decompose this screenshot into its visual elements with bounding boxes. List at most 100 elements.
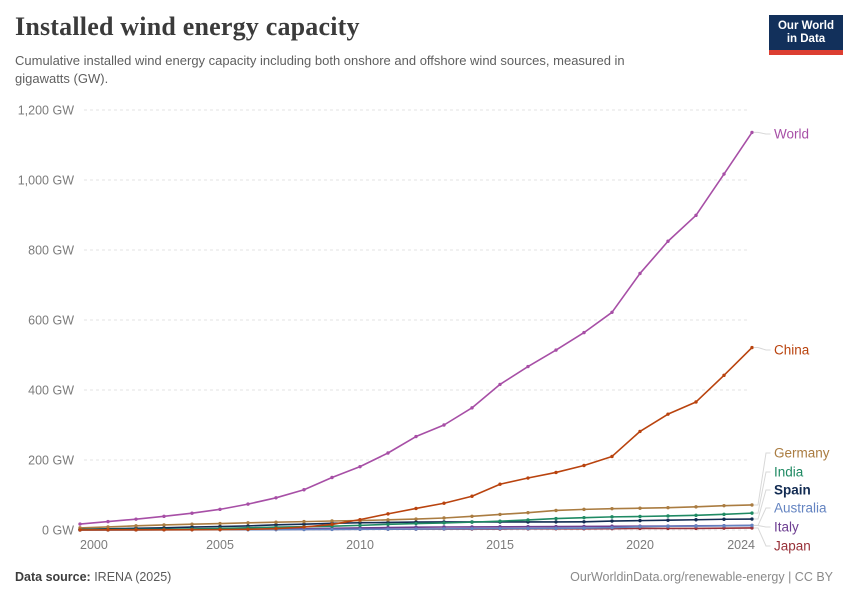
data-point-china-2017[interactable] bbox=[554, 470, 558, 475]
data-point-world-2011[interactable] bbox=[386, 451, 390, 455]
data-point-germany-2015[interactable] bbox=[498, 512, 502, 517]
data-point-germany-2014[interactable] bbox=[470, 514, 474, 518]
data-point-australia-2011[interactable] bbox=[386, 527, 390, 531]
data-point-world-2015[interactable] bbox=[498, 382, 502, 387]
data-point-india-2020[interactable] bbox=[638, 514, 642, 519]
data-point-germany-2018[interactable] bbox=[582, 507, 586, 512]
data-point-world-2024[interactable] bbox=[750, 130, 754, 135]
data-point-world-2006[interactable] bbox=[246, 502, 250, 506]
data-point-germany-2022[interactable] bbox=[694, 505, 698, 509]
data-point-australia-2016[interactable] bbox=[526, 526, 530, 531]
data-point-world-2005[interactable] bbox=[218, 507, 222, 512]
data-point-china-2003[interactable] bbox=[162, 528, 166, 532]
data-point-australia-2009[interactable] bbox=[330, 527, 334, 532]
data-point-china-2001[interactable] bbox=[106, 528, 110, 532]
data-point-germany-2006[interactable] bbox=[246, 521, 250, 525]
data-point-china-2023[interactable] bbox=[722, 373, 726, 378]
data-point-world-2009[interactable] bbox=[330, 475, 334, 480]
data-point-india-2021[interactable] bbox=[666, 514, 670, 518]
data-point-india-2023[interactable] bbox=[722, 512, 726, 517]
data-point-world-2010[interactable] bbox=[358, 464, 362, 469]
data-point-world-2018[interactable] bbox=[582, 330, 586, 335]
data-point-china-2015[interactable] bbox=[498, 482, 502, 486]
series-label-italy[interactable]: Italy bbox=[774, 520, 799, 535]
data-point-spain-2021[interactable] bbox=[666, 518, 670, 522]
data-point-spain-2018[interactable] bbox=[582, 520, 586, 524]
data-point-india-2018[interactable] bbox=[582, 515, 586, 520]
data-point-world-2000[interactable] bbox=[78, 522, 82, 526]
series-line-world[interactable] bbox=[79, 131, 753, 525]
data-point-germany-2012[interactable] bbox=[414, 517, 418, 521]
data-point-australia-2013[interactable] bbox=[442, 527, 446, 531]
data-point-india-2011[interactable] bbox=[386, 522, 390, 527]
data-point-india-2019[interactable] bbox=[610, 515, 614, 519]
data-point-germany-2024[interactable] bbox=[750, 503, 754, 507]
data-point-australia-2008[interactable] bbox=[302, 527, 306, 532]
data-point-china-2022[interactable] bbox=[694, 400, 698, 404]
data-point-world-2001[interactable] bbox=[106, 519, 110, 524]
data-point-china-2011[interactable] bbox=[386, 512, 390, 516]
data-point-china-2006[interactable] bbox=[246, 527, 250, 531]
data-point-world-2007[interactable] bbox=[274, 496, 278, 500]
data-point-japan-2024[interactable] bbox=[750, 526, 754, 530]
data-point-germany-2013[interactable] bbox=[442, 516, 446, 520]
data-point-germany-2005[interactable] bbox=[218, 521, 222, 526]
data-point-spain-2020[interactable] bbox=[638, 518, 642, 523]
data-point-germany-2004[interactable] bbox=[190, 522, 194, 526]
data-point-india-2015[interactable] bbox=[498, 519, 502, 523]
data-point-germany-2017[interactable] bbox=[554, 508, 558, 513]
owid-logo[interactable]: Our World in Data bbox=[769, 15, 843, 55]
series-label-india[interactable]: India bbox=[774, 465, 804, 480]
data-point-india-2022[interactable] bbox=[694, 513, 698, 518]
data-point-australia-2012[interactable] bbox=[414, 527, 418, 531]
data-point-germany-2002[interactable] bbox=[134, 524, 138, 528]
data-point-india-2013[interactable] bbox=[442, 521, 446, 525]
data-point-china-2010[interactable] bbox=[358, 517, 362, 522]
data-point-india-2016[interactable] bbox=[526, 518, 530, 522]
data-point-world-2023[interactable] bbox=[722, 172, 726, 176]
series-label-spain[interactable]: Spain bbox=[774, 483, 811, 498]
data-point-japan-2023[interactable] bbox=[722, 526, 726, 530]
data-point-australia-2020[interactable] bbox=[638, 524, 642, 529]
data-point-world-2017[interactable] bbox=[554, 348, 558, 352]
data-point-world-2012[interactable] bbox=[414, 434, 418, 439]
data-point-china-2013[interactable] bbox=[442, 501, 446, 505]
data-point-india-2024[interactable] bbox=[750, 511, 754, 515]
data-point-world-2019[interactable] bbox=[610, 310, 614, 314]
series-label-japan[interactable]: Japan bbox=[774, 539, 811, 554]
data-point-india-2010[interactable] bbox=[358, 523, 362, 528]
data-point-india-2014[interactable] bbox=[470, 520, 474, 524]
data-point-china-2018[interactable] bbox=[582, 463, 586, 468]
data-point-australia-2015[interactable] bbox=[498, 526, 502, 531]
data-point-spain-2007[interactable] bbox=[274, 523, 278, 527]
data-point-world-2004[interactable] bbox=[190, 511, 194, 515]
data-point-australia-2022[interactable] bbox=[694, 524, 698, 528]
data-point-world-2016[interactable] bbox=[526, 364, 530, 369]
data-point-spain-2022[interactable] bbox=[694, 518, 698, 522]
data-point-china-2019[interactable] bbox=[610, 454, 614, 459]
data-point-australia-2021[interactable] bbox=[666, 524, 670, 528]
data-point-china-2024[interactable] bbox=[750, 345, 754, 350]
data-point-spain-2019[interactable] bbox=[610, 519, 614, 523]
series-label-china[interactable]: China bbox=[774, 343, 810, 358]
data-point-india-2012[interactable] bbox=[414, 521, 418, 526]
data-point-china-2016[interactable] bbox=[526, 476, 530, 480]
data-point-world-2014[interactable] bbox=[470, 406, 474, 410]
data-point-world-2003[interactable] bbox=[162, 514, 166, 519]
data-point-china-2009[interactable] bbox=[330, 522, 334, 527]
data-point-germany-2009[interactable] bbox=[330, 519, 334, 523]
data-point-spain-2017[interactable] bbox=[554, 520, 558, 524]
data-point-world-2008[interactable] bbox=[302, 488, 306, 492]
data-point-spain-2023[interactable] bbox=[722, 517, 726, 521]
data-point-china-2000[interactable] bbox=[78, 528, 82, 532]
data-point-australia-2010[interactable] bbox=[358, 527, 362, 531]
data-point-australia-2024[interactable] bbox=[750, 523, 754, 528]
data-point-germany-2023[interactable] bbox=[722, 503, 726, 508]
data-point-world-2021[interactable] bbox=[666, 239, 670, 243]
data-point-australia-2023[interactable] bbox=[722, 524, 726, 528]
data-point-germany-2020[interactable] bbox=[638, 506, 642, 510]
series-label-world[interactable]: World bbox=[774, 127, 809, 142]
data-point-germany-2011[interactable] bbox=[386, 518, 390, 522]
data-point-china-2021[interactable] bbox=[666, 412, 670, 416]
data-point-germany-2001[interactable] bbox=[106, 525, 110, 529]
